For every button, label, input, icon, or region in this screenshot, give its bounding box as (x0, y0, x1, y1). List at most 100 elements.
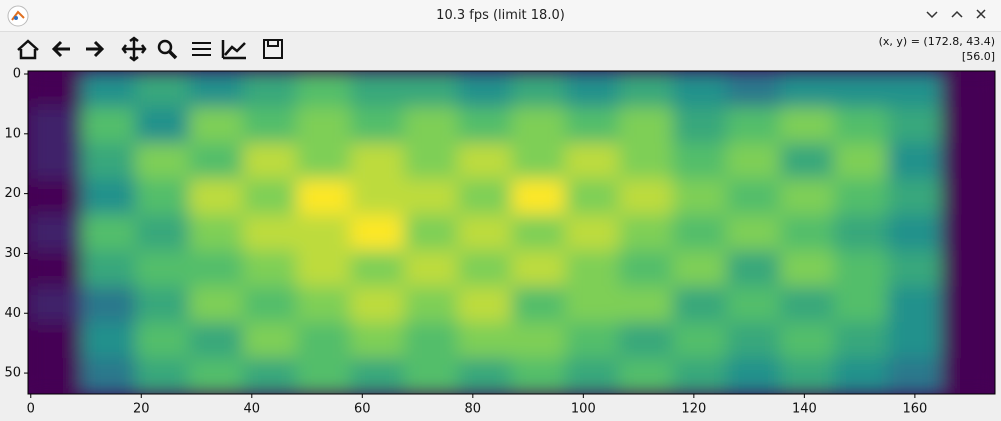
title-bar: 10.3 fps (limit 18.0) (0, 0, 1001, 32)
forward-button[interactable] (86, 40, 105, 58)
configure-button[interactable] (192, 42, 211, 56)
image-cell (618, 106, 674, 144)
image-cell (242, 286, 298, 323)
image-cell (296, 250, 351, 287)
image-cell (672, 358, 727, 394)
toolbar-icons (17, 36, 283, 62)
image-cell (81, 358, 136, 394)
image-cell (511, 71, 566, 108)
image-cell (726, 322, 781, 359)
image-cell (780, 286, 835, 323)
image-cell (189, 214, 244, 251)
x-tick-label: 80 (465, 402, 482, 417)
image-cell (457, 106, 512, 144)
image-cell (404, 250, 459, 287)
image-cell (404, 322, 459, 359)
image-cell (28, 106, 83, 144)
image-cell (296, 286, 351, 323)
image-cell (511, 286, 566, 323)
image-cell (296, 142, 351, 180)
image-cell (28, 250, 83, 287)
window-controls[interactable] (917, 1, 997, 31)
image-cell (189, 286, 244, 323)
image-cell (941, 358, 995, 394)
image-cell (350, 178, 405, 216)
image-cell (565, 106, 620, 144)
image-cell (618, 250, 674, 287)
image-cell (618, 286, 674, 323)
image-cell (887, 358, 942, 394)
image-cell (81, 286, 136, 323)
image-cell (887, 286, 942, 323)
image-cell (404, 358, 459, 394)
image-cell (404, 71, 459, 108)
image-cell (81, 71, 136, 108)
image-cell (457, 322, 512, 359)
image-cell (28, 214, 83, 251)
image-cell (242, 71, 298, 108)
image-cell (135, 286, 190, 323)
y-tick-label: 50 (4, 366, 21, 381)
image-cell (833, 250, 889, 287)
image-cell (350, 142, 405, 180)
image-cell (511, 178, 566, 216)
image-cell (672, 71, 727, 108)
y-tick-label: 40 (4, 306, 21, 321)
image-cell (81, 106, 136, 144)
axes-button[interactable] (221, 40, 246, 60)
image-cell (780, 322, 835, 359)
image-cell (887, 142, 942, 180)
image-cell (135, 142, 190, 180)
image-cell (189, 142, 244, 180)
image-cell (457, 71, 512, 108)
image-cell (28, 358, 83, 394)
image-cell (618, 358, 674, 394)
image-cell (672, 286, 727, 323)
image-cell (457, 142, 512, 180)
image-cell (242, 178, 298, 216)
image-cell (941, 286, 995, 323)
image-cell (780, 71, 835, 108)
maximize[interactable] (951, 10, 963, 18)
image-cell (833, 71, 889, 108)
y-tick-label: 10 (4, 126, 21, 141)
figure: 0 20 40 60 80 100 120 140 160 0 10 20 30 40 50 (4, 66, 996, 417)
back-button[interactable] (51, 40, 70, 58)
home-button[interactable] (17, 39, 39, 60)
y-tick-label: 30 (4, 246, 21, 261)
image-cell (672, 322, 727, 359)
x-tick-label: 20 (133, 402, 150, 417)
pan-button[interactable] (121, 36, 147, 62)
image-cell (189, 250, 244, 287)
cursor-coords: (x, y) = (172.8, 43.4) (878, 35, 995, 48)
image-cell (833, 106, 889, 144)
image-cell (242, 358, 298, 394)
image-cell (833, 358, 889, 394)
zoom-button[interactable] (157, 39, 178, 60)
image-cell (511, 142, 566, 180)
image-cell (565, 358, 620, 394)
image-cell (565, 286, 620, 323)
image-cell (780, 178, 835, 216)
image-cell (28, 286, 83, 323)
image-cell (135, 358, 190, 394)
save-button[interactable] (263, 39, 283, 59)
y-tick-label: 0 (13, 66, 21, 81)
image-cell (941, 214, 995, 251)
image-cell (511, 214, 566, 251)
image-cell (135, 322, 190, 359)
image-cell (833, 214, 889, 251)
y-tick-label: 20 (4, 186, 21, 201)
image-cell (618, 178, 674, 216)
image-cell (189, 358, 244, 394)
image-cell (242, 322, 298, 359)
image-cell (28, 71, 83, 108)
image-cell (350, 71, 405, 108)
image-cell (296, 358, 351, 394)
close[interactable] (976, 9, 986, 19)
image-cell (565, 178, 620, 216)
x-tick-label: 60 (354, 402, 371, 417)
image-cell (672, 178, 727, 216)
image-cell (296, 178, 351, 216)
minimize[interactable] (926, 11, 938, 19)
